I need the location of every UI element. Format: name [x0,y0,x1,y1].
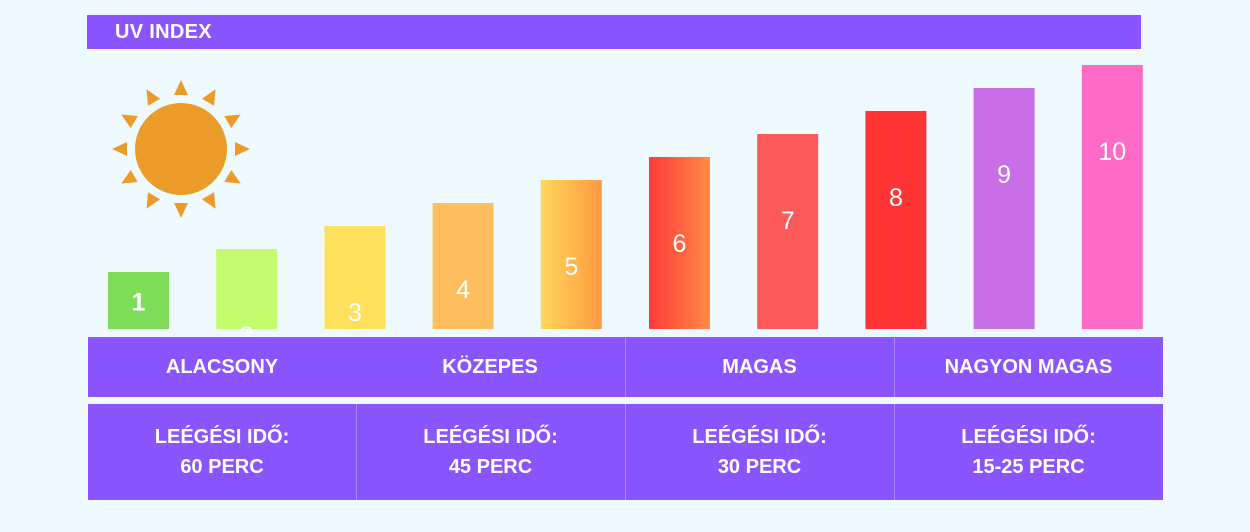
burn-time-very-high: LEÉGÉSI IDŐ: 15-25 PERC [894,404,1163,500]
bar-label: 10 [1098,138,1126,166]
category-high: MAGAS [722,355,797,378]
burn-time-label: LEÉGÉSI IDŐ: [692,426,827,448]
category-row: ALACSONY KÖZEPES MAGAS NAGYON MAGAS [88,337,1163,397]
divider [356,404,357,500]
burn-time-label: LEÉGÉSI IDŐ: [961,426,1096,448]
bar-uv-4 [432,203,494,329]
bar-label: 9 [997,161,1011,189]
bar-uv-9 [973,88,1035,329]
chart-title: UV INDEX [115,21,212,43]
title-bar: UV INDEX [87,15,1141,49]
category-moderate: KÖZEPES [442,355,538,378]
burn-time-label: LEÉGÉSI IDŐ: [423,426,558,448]
bar-uv-7 [757,134,819,329]
uv-bar-chart: 1 2 3 4 5 6 7 8 9 10 [108,65,1143,340]
bar-label: 3 [348,299,362,327]
category-very-high: NAGYON MAGAS [944,355,1113,378]
divider [625,404,626,500]
burn-time-label: LEÉGÉSI IDŐ: [154,426,290,448]
sun-ray [174,80,188,95]
bar-uv-5 [540,180,602,329]
sun-ray [121,114,138,129]
burn-time-value: 60 PERC [180,456,264,478]
bar-uv-10 [1081,65,1143,329]
burn-time-low: LEÉGÉSI IDŐ: 60 PERC [88,404,356,500]
sun-ray [174,203,188,218]
bar-label: 2 [240,322,254,340]
bar-uv-3 [324,226,386,329]
burn-time-value: 15-25 PERC [972,456,1085,478]
burn-time-moderate: LEÉGÉSI IDŐ: 45 PERC [356,404,625,500]
burn-time-value: 45 PERC [448,456,533,478]
divider [894,404,895,500]
sun-ray [201,89,216,106]
sun-icon [112,80,250,218]
bar-uv-2 [216,249,278,329]
sun-ray [112,142,127,156]
bar-label: 8 [889,184,903,212]
bar-label: 4 [456,276,470,304]
bar-uv-6 [649,157,710,329]
burn-time-high: LEÉGÉSI IDŐ: 30 PERC [625,404,894,500]
divider [894,337,895,397]
divider [625,337,626,397]
sun-ray [121,169,138,184]
sun-ray [224,114,241,129]
bar-label: 6 [673,230,687,258]
sun-ray [224,169,241,184]
bar-uv-1 [108,272,169,329]
bar-label: 5 [564,253,578,281]
bar-label: 1 [132,289,146,317]
sun-ray [201,192,216,209]
sun-ray [146,89,161,106]
burn-time-value: 30 PERC [717,456,802,478]
sun-ray [235,142,250,156]
burn-time-row: LEÉGÉSI IDŐ: 60 PERC LEÉGÉSI IDŐ: 45 PER… [88,404,1163,500]
bar-uv-8 [865,111,927,329]
sun-ray [146,192,161,209]
bar-label: 7 [781,207,795,235]
category-low: ALACSONY [165,355,279,378]
